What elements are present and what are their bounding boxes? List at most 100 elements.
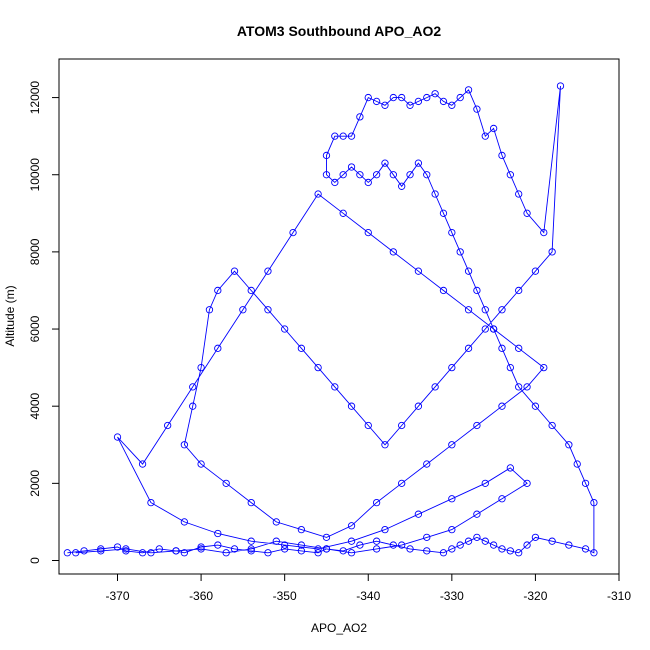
data-point xyxy=(464,537,473,545)
data-point xyxy=(548,421,556,430)
data-point xyxy=(138,549,147,557)
data-point xyxy=(347,522,356,530)
data-point xyxy=(489,325,498,333)
data-point xyxy=(289,228,297,237)
data-point xyxy=(372,498,381,507)
data-point xyxy=(80,547,88,555)
x-tick-label: -320 xyxy=(523,589,547,603)
data-point xyxy=(414,267,423,275)
x-axis-label: APO_AO2 xyxy=(311,621,367,635)
data-point xyxy=(581,479,590,487)
data-point xyxy=(473,533,481,542)
y-tick-label: 10000 xyxy=(28,158,42,192)
data-point xyxy=(498,151,506,160)
data-point xyxy=(398,93,406,102)
data-point xyxy=(531,267,540,275)
data-point xyxy=(63,549,72,557)
data-point xyxy=(364,421,372,430)
y-tick-label: 4000 xyxy=(28,393,42,420)
data-point xyxy=(122,545,130,553)
x-axis: -370 -360 -350 -340 -330 -320 -310 xyxy=(105,573,631,603)
data-point xyxy=(264,549,272,557)
data-point xyxy=(230,545,239,553)
data-point xyxy=(347,132,356,140)
data-point xyxy=(113,543,122,551)
data-point xyxy=(314,363,322,372)
data-point xyxy=(531,402,540,410)
data-point xyxy=(523,383,531,391)
data-point xyxy=(456,541,464,549)
x-tick-label: -350 xyxy=(273,589,297,603)
data-point xyxy=(515,344,523,352)
data-point xyxy=(197,545,205,553)
x-tick-label: -360 xyxy=(189,589,213,603)
data-point xyxy=(189,383,197,391)
data-point xyxy=(464,306,473,314)
data-point xyxy=(297,547,306,555)
data-point xyxy=(339,547,347,555)
data-point xyxy=(423,460,431,468)
data-point xyxy=(247,537,255,545)
data-point xyxy=(264,267,272,275)
data-point xyxy=(423,171,431,179)
data-point xyxy=(590,498,598,507)
data-point xyxy=(540,363,548,372)
data-point xyxy=(414,97,423,106)
data-point xyxy=(180,549,189,557)
data-point xyxy=(147,498,155,507)
data-point xyxy=(398,541,406,549)
data-point xyxy=(381,441,389,449)
data-point xyxy=(389,248,397,256)
data-point xyxy=(264,306,272,314)
data-point xyxy=(489,541,498,549)
data-point xyxy=(439,97,448,106)
data-point xyxy=(498,306,506,314)
data-point xyxy=(448,228,456,237)
data-point xyxy=(448,545,456,553)
data-point xyxy=(281,541,289,549)
data-point xyxy=(331,178,339,187)
data-point xyxy=(164,421,172,430)
data-point xyxy=(489,124,498,133)
data-point xyxy=(531,533,540,542)
data-point xyxy=(322,151,331,160)
data-point xyxy=(172,547,180,555)
data-point xyxy=(448,101,456,109)
data-point xyxy=(481,306,489,314)
data-point xyxy=(389,93,397,102)
data-point xyxy=(113,433,122,441)
data-point xyxy=(347,402,356,410)
data-point xyxy=(214,529,222,538)
data-point xyxy=(481,325,489,333)
data-point xyxy=(314,545,322,553)
data-point xyxy=(372,545,381,553)
y-tick-label: 12000 xyxy=(28,81,42,115)
data-point xyxy=(222,549,230,557)
data-point xyxy=(473,510,481,518)
data-point xyxy=(389,171,397,179)
data-point xyxy=(197,460,205,468)
data-point xyxy=(97,545,105,553)
x-tick-label: -370 xyxy=(105,589,129,603)
data-point xyxy=(398,479,406,487)
data-point xyxy=(406,171,414,179)
data-point xyxy=(322,533,331,542)
data-point xyxy=(372,537,381,545)
y-axis-label: Altitude (m) xyxy=(3,285,17,346)
data-point xyxy=(322,545,331,553)
data-point xyxy=(448,363,456,372)
data-point xyxy=(247,547,255,555)
data-point xyxy=(581,545,590,553)
data-point xyxy=(398,421,406,430)
data-point xyxy=(515,190,523,198)
data-point xyxy=(481,537,489,545)
data-point xyxy=(506,547,514,555)
data-point xyxy=(565,441,573,449)
data-point xyxy=(506,464,514,472)
data-point xyxy=(481,479,489,487)
data-point xyxy=(439,549,448,557)
data-point xyxy=(364,228,372,237)
data-point xyxy=(498,402,506,410)
data-point xyxy=(523,209,531,217)
series-layer xyxy=(63,82,598,557)
